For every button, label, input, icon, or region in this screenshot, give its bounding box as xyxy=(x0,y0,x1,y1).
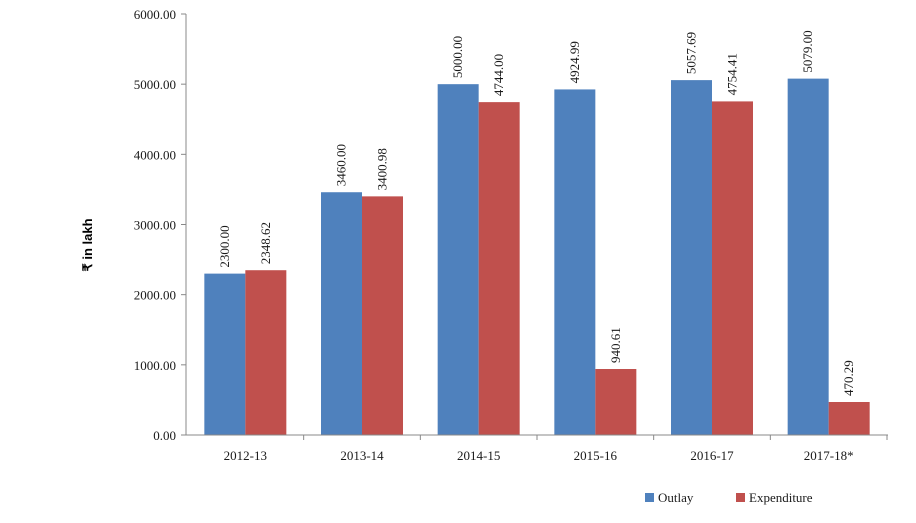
y-tick-label: 5000.00 xyxy=(134,77,176,92)
legend-swatch-outlay xyxy=(645,493,654,502)
bar-outlay xyxy=(204,273,246,435)
data-label-outlay: 5057.69 xyxy=(684,32,699,74)
axes xyxy=(185,14,888,436)
data-label-expenditure: 2348.62 xyxy=(258,222,273,264)
y-tick-label: 2000.00 xyxy=(134,288,176,303)
bars xyxy=(204,78,870,436)
y-tick-label: 4000.00 xyxy=(134,147,176,162)
data-label-expenditure: 3400.98 xyxy=(375,148,390,190)
x-tick-label: 2013-14 xyxy=(340,448,384,463)
bar-expenditure xyxy=(828,402,870,435)
x-axis-labels: 2012-13 2013-14 2014-15 2015-16 2016-17 2017-… xyxy=(224,435,888,463)
bar-expenditure xyxy=(712,101,753,435)
y-tick-label: 1000.00 xyxy=(134,358,176,373)
data-label-outlay: 2300.00 xyxy=(217,225,232,267)
bar-expenditure xyxy=(245,270,287,435)
x-tick-label: 2016-17 xyxy=(690,448,734,463)
legend-label-expenditure: Expenditure xyxy=(749,490,813,505)
legend: Outlay Expenditure xyxy=(645,490,813,505)
y-axis-title: ₹ in lakh xyxy=(80,218,95,271)
data-label-outlay: 3460.00 xyxy=(334,144,349,186)
data-label-outlay: 5000.00 xyxy=(450,36,465,78)
legend-swatch-expenditure xyxy=(736,493,745,502)
y-axis-ticks: 0.00 1000.00 2000.00 3000.00 4000.00 5000.00 6… xyxy=(134,7,186,443)
y-tick-label: 6000.00 xyxy=(134,7,176,22)
bar-expenditure xyxy=(362,196,403,435)
data-label-outlay: 5079.00 xyxy=(800,30,815,72)
bar-outlay xyxy=(437,84,479,436)
x-tick-label: 2015-16 xyxy=(574,448,618,463)
data-label-expenditure: 4744.00 xyxy=(491,54,506,96)
bar-outlay xyxy=(554,89,596,435)
data-label-expenditure: 4754.41 xyxy=(725,53,740,95)
y-tick-label: 3000.00 xyxy=(134,218,176,233)
data-label-expenditure: 940.61 xyxy=(608,327,623,363)
data-label-expenditure: 470.29 xyxy=(841,360,856,396)
data-labels: 2300.00 2348.62 3460.00 3400.98 5000.00 4744.… xyxy=(217,30,856,396)
bar-outlay xyxy=(671,80,712,436)
y-tick-label: 0.00 xyxy=(153,428,176,443)
bar-expenditure xyxy=(595,369,637,435)
legend-label-outlay: Outlay xyxy=(658,490,694,505)
bar-outlay xyxy=(321,192,362,435)
x-tick-label: 2014-15 xyxy=(457,448,500,463)
bar-outlay xyxy=(787,78,829,435)
bar-expenditure xyxy=(478,102,520,435)
x-tick-label: 2012-13 xyxy=(224,448,267,463)
data-label-outlay: 4924.99 xyxy=(567,41,582,83)
x-tick-label: 2017-18* xyxy=(804,448,854,463)
